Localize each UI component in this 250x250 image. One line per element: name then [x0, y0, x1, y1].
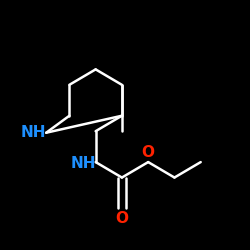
Text: O: O: [116, 211, 128, 226]
Text: NH: NH: [21, 125, 46, 140]
Text: O: O: [142, 144, 155, 160]
Text: NH: NH: [70, 156, 96, 171]
